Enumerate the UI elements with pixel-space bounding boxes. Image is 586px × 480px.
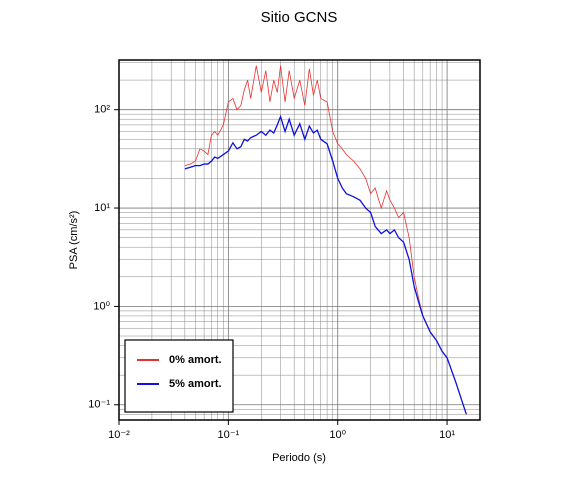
- series-line: [184, 114, 467, 415]
- legend-label: 0% amort.: [169, 354, 222, 366]
- y-axis-label: PSA (cm/s²): [68, 211, 80, 270]
- legend-label: 5% amort.: [169, 378, 222, 390]
- x-tick-label: 10⁰: [329, 429, 346, 441]
- x-axis-label: Periodo (s): [272, 452, 326, 464]
- legend-box: [124, 339, 234, 413]
- y-tick-label: 10¹: [94, 202, 110, 214]
- x-tick-label: 10⁻²: [108, 429, 130, 441]
- series-line: [184, 65, 467, 415]
- y-tick-label: 10⁰: [93, 300, 110, 312]
- x-tick-label: 10⁻¹: [218, 429, 240, 441]
- y-tick-label: 10⁻¹: [88, 399, 110, 411]
- y-tick-label: 10²: [94, 104, 110, 116]
- plot-frame: [118, 59, 481, 421]
- chart-title: Sitio GCNS: [261, 9, 338, 26]
- x-tick-label: 10¹: [439, 429, 455, 441]
